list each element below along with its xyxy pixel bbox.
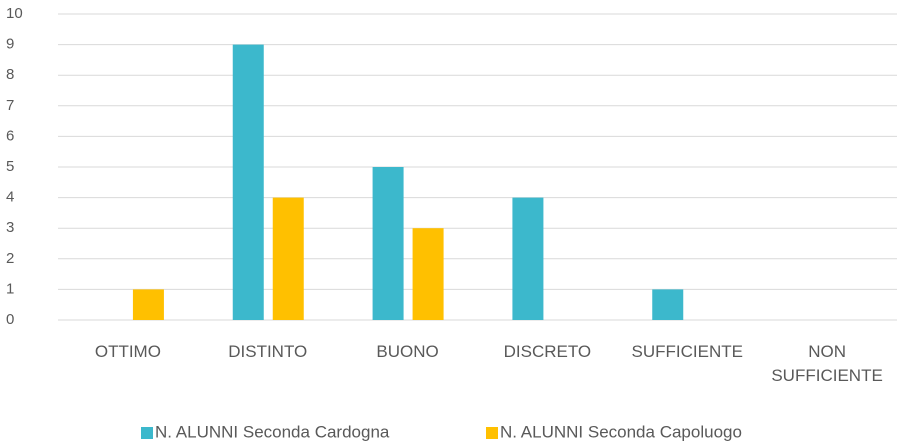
y-tick-label: 7 [6, 97, 14, 114]
y-tick-label: 6 [6, 127, 14, 144]
bar [412, 228, 444, 320]
bar [272, 197, 304, 320]
y-tick-label: 8 [6, 66, 14, 83]
legend-label: N. ALUNNI Seconda Cardogna [155, 422, 390, 441]
x-tick-label: SUFFICIENTE [631, 342, 743, 361]
bar [652, 289, 684, 320]
bar [372, 167, 404, 320]
legend-swatch [486, 427, 498, 439]
y-tick-label: 3 [6, 219, 14, 236]
x-tick-label: NON SUFFICIENTE [771, 342, 883, 385]
y-tick-label: 4 [6, 189, 14, 206]
x-tick-label: BUONO [376, 342, 439, 361]
x-tick-label: DISTINTO [228, 342, 308, 361]
legend-swatch [141, 427, 153, 439]
bar [512, 197, 544, 320]
y-tick-label: 10 [6, 5, 23, 22]
y-tick-label: 1 [6, 280, 14, 297]
x-tick-label: DISCRETO [503, 342, 592, 361]
y-tick-label: 0 [6, 311, 14, 328]
y-tick-label: 2 [6, 250, 14, 267]
bar [132, 289, 164, 320]
bar [232, 44, 264, 320]
legend-label: N. ALUNNI Seconda Capoluogo [500, 422, 742, 441]
y-tick-label: 9 [6, 36, 14, 53]
x-tick-label: OTTIMO [94, 342, 161, 361]
y-tick-label: 5 [6, 158, 14, 175]
